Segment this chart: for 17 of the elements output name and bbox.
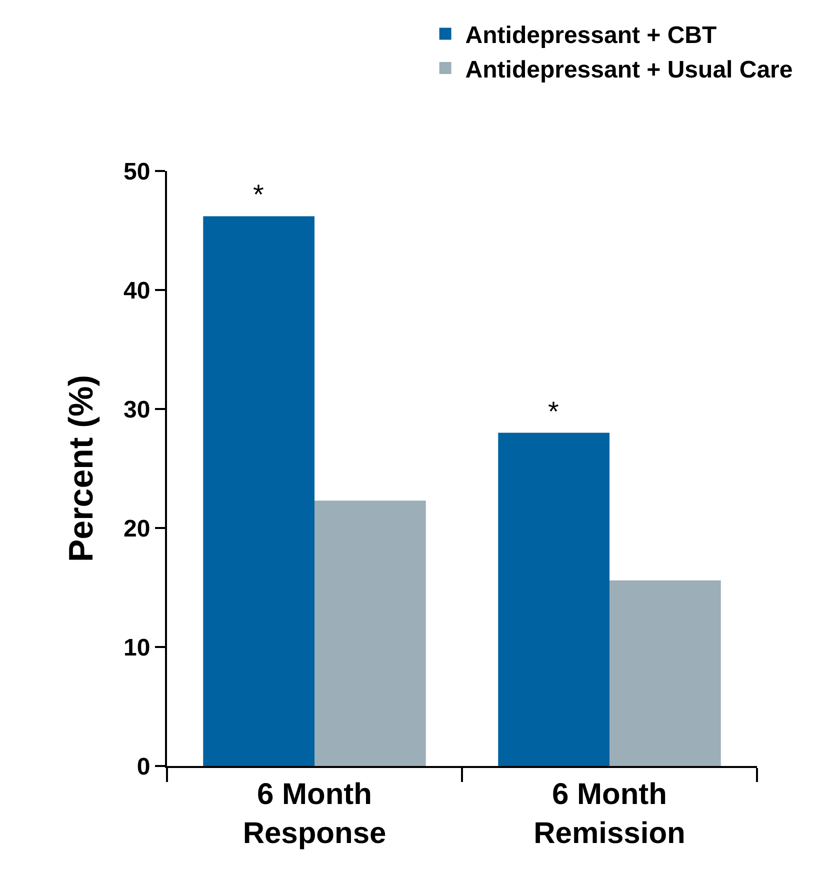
bar — [610, 580, 721, 766]
annotation: * — [253, 179, 264, 210]
y-tick-label: 20 — [123, 515, 150, 542]
y-tick-label: 10 — [123, 634, 150, 662]
x-tick-label: 6 Month Response — [242, 778, 386, 850]
y-tick-label: 30 — [123, 396, 150, 424]
legend-label: Antidepressant + CBT — [465, 22, 718, 50]
y-axis-title: Percent (%) — [62, 374, 101, 562]
y-tick-label: 50 — [123, 158, 150, 186]
y-tick-label: 40 — [123, 277, 150, 304]
x-tick-label: 6 Month Remission — [534, 778, 686, 850]
bar — [498, 432, 610, 766]
annotation: * — [548, 396, 559, 427]
bar — [314, 500, 426, 766]
bar — [203, 216, 314, 766]
y-tick-label: 0 — [136, 753, 150, 780]
legend-label: Antidepressant + Usual Care — [465, 56, 793, 84]
